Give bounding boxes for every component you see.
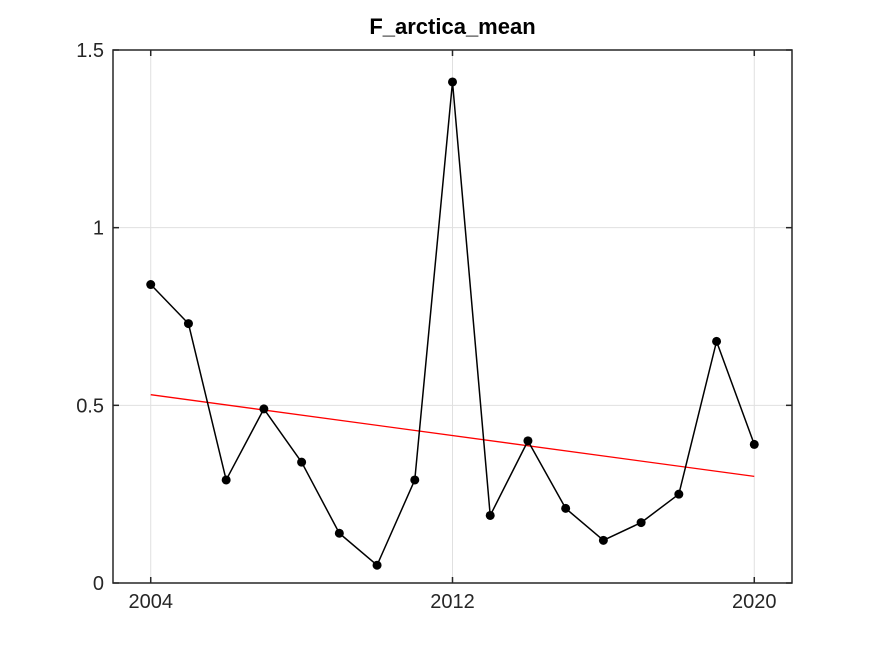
x-tick-label: 2020	[732, 591, 777, 613]
data-point-marker	[183, 319, 193, 329]
x-tick-label: 2012	[430, 591, 475, 613]
data-point-marker	[297, 457, 307, 467]
data-point-marker	[636, 518, 646, 528]
y-tick-label: 1.5	[76, 40, 104, 62]
data-point-marker	[410, 475, 420, 485]
data-point-marker	[674, 489, 684, 499]
data-point-marker	[712, 336, 722, 346]
y-tick-label: 0	[93, 573, 104, 595]
data-point-marker	[259, 404, 269, 414]
chart-title: F_arctica_mean	[369, 14, 536, 39]
data-point-marker	[448, 77, 457, 87]
y-tick-label: 1	[93, 218, 104, 240]
data-point-marker	[598, 535, 608, 545]
trend-line	[150, 394, 755, 478]
data-point-marker	[749, 439, 759, 449]
data-point-marker	[221, 475, 231, 485]
x-tick-label: 2004	[128, 591, 173, 613]
data-point-marker	[485, 510, 495, 520]
y-tick-label: 0.5	[76, 395, 104, 417]
data-point-marker	[372, 560, 382, 570]
data-point-marker	[146, 280, 156, 290]
data-point-marker	[334, 528, 344, 538]
data-point-marker	[561, 503, 571, 513]
data-point-marker	[523, 436, 533, 446]
